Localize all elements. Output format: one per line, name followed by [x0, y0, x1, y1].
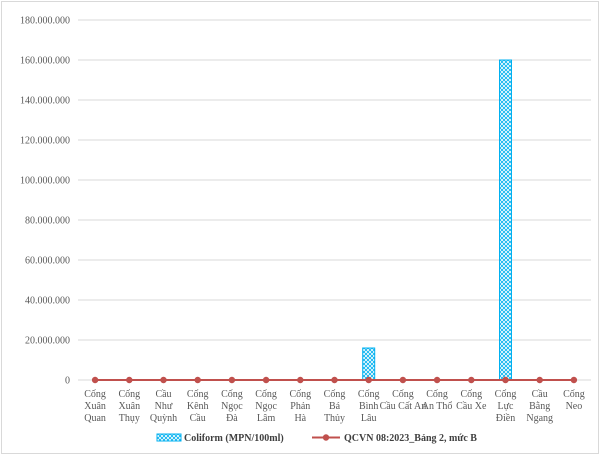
point-qcvn — [126, 376, 133, 384]
legend-label-coliform: Coliform (MPN/100ml) — [184, 433, 284, 444]
x-tick-label: Cống Cầu Xe — [456, 389, 487, 412]
point-qcvn — [536, 376, 543, 384]
point-qcvn — [502, 376, 509, 384]
x-tick-label: Cống An Thổ — [422, 389, 453, 412]
x-tick-label: Cống Ngọc Lâm — [255, 389, 277, 424]
x-tick-label: Cống Bình Lâu — [358, 389, 380, 424]
y-tick-label: 20.000.000 — [25, 336, 70, 347]
x-tick-label: Cống Bá Thủy — [324, 389, 346, 424]
x-tick-label: Cầu Như Quỳnh — [150, 389, 177, 424]
x-tick-label: Cầu Bằng Ngang — [526, 389, 553, 424]
x-tick-label: Cống Xuân Quan — [84, 389, 106, 424]
bar-coliform — [362, 347, 376, 381]
point-qcvn — [91, 376, 99, 384]
point-qcvn — [297, 376, 304, 384]
x-tick-label: Cống Ngọc Đà — [221, 389, 243, 424]
x-tick-label: Cống Phản Hà — [289, 389, 311, 424]
y-tick-label: 60.000.000 — [25, 256, 70, 267]
legend-swatch-coliform — [156, 433, 182, 442]
x-tick-label: Cống Cầu Cất An — [380, 389, 427, 412]
point-qcvn — [228, 376, 236, 384]
x-tick-label: Cống Xuân Thụy — [118, 389, 140, 424]
y-tick-label: 40.000.000 — [25, 296, 70, 307]
point-qcvn — [331, 376, 338, 384]
x-tick-label: Cống Kênh Cầu — [187, 389, 209, 424]
point-qcvn — [262, 376, 270, 384]
y-tick-label: 140.000.000 — [20, 96, 70, 107]
y-tick-label: 180.000.000 — [20, 16, 70, 27]
y-tick-label: 100.000.000 — [20, 176, 70, 187]
point-qcvn — [570, 376, 578, 384]
legend-swatch-qcvn-marker — [322, 434, 330, 441]
y-tick-label: 80.000.000 — [25, 216, 70, 227]
point-qcvn — [433, 376, 441, 384]
point-qcvn — [365, 376, 372, 384]
y-tick-label: 160.000.000 — [20, 56, 70, 67]
point-qcvn — [399, 376, 407, 384]
x-tick-label: Cống Neo — [563, 389, 585, 412]
point-qcvn — [160, 376, 167, 384]
y-tick-label: 120.000.000 — [20, 136, 70, 147]
point-qcvn — [194, 376, 201, 384]
point-qcvn — [468, 376, 475, 384]
x-tick-label: Cống Lực Điền — [495, 389, 517, 424]
y-tick-label: 0 — [65, 376, 70, 387]
bar-coliform — [499, 59, 512, 381]
legend-label-qcvn: QCVN 08:2023_Bảng 2, mức B — [344, 433, 477, 444]
